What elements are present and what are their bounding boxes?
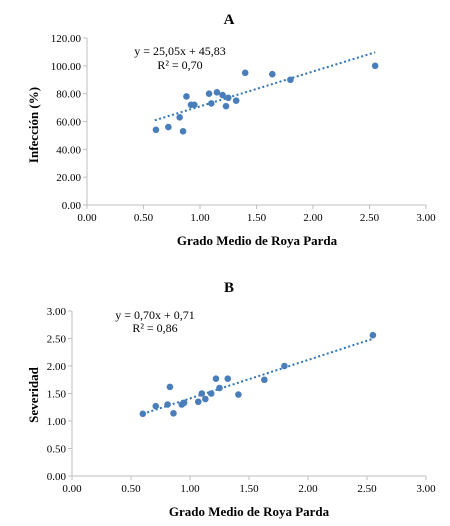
data-point-a	[176, 114, 183, 121]
y-tick-label-b: 1.50	[47, 389, 67, 401]
data-point-a	[213, 88, 221, 96]
data-point-b	[207, 390, 215, 397]
y-tick-label-a: 60.00	[56, 117, 81, 129]
x-tick-label-a: 2.50	[360, 212, 380, 224]
data-point-a	[205, 90, 213, 97]
y-tick-label-b: 3.00	[47, 306, 67, 318]
r-squared-a: R² = 0,70	[157, 58, 202, 72]
y-tick-label-a: 80.00	[56, 89, 81, 101]
x-tick-label-b: 0.50	[121, 483, 141, 495]
data-point-a	[287, 76, 294, 84]
data-point-a	[191, 101, 198, 109]
y-tick-label-b: 0.50	[47, 444, 67, 456]
chart-panel-a: A y = 25,05x + 45,83 R² = 0,70 Grado Med…	[26, 12, 436, 248]
x-tick-label-a: 1.00	[190, 212, 210, 224]
x-tick-label-b: 3.00	[416, 483, 436, 495]
data-point-a	[165, 123, 172, 131]
data-point-a	[183, 93, 190, 100]
y-tick-label-a: 100.00	[51, 61, 82, 73]
data-point-b	[152, 402, 160, 410]
data-point-a	[179, 127, 187, 135]
data-point-a	[241, 69, 249, 77]
data-point-b	[369, 331, 377, 339]
x-axis-title-a: Grado Medio de Roya Parda	[177, 233, 338, 248]
regression-equation-a: y = 25,05x + 45,83	[134, 44, 226, 58]
data-point-b	[164, 401, 171, 408]
data-point-b	[235, 391, 242, 398]
data-point-a	[269, 70, 276, 78]
y-axis-title-a: Infección (%)	[26, 87, 41, 163]
x-tick-label-a: 0.00	[77, 212, 97, 224]
data-point-b	[216, 384, 223, 392]
data-point-b	[281, 362, 288, 370]
data-point-b	[170, 410, 177, 417]
data-point-b	[212, 375, 220, 382]
x-tick-label-b: 2.50	[357, 483, 377, 495]
data-point-a	[224, 94, 232, 102]
data-point-b	[224, 375, 232, 382]
trendline-b	[142, 337, 374, 415]
data-point-a	[208, 100, 215, 107]
y-axis-title-b: Severidad	[26, 366, 41, 422]
regression-equation-b: y = 0,70x + 0,71	[115, 308, 195, 322]
y-tick-label-a: 0.00	[62, 200, 82, 212]
panel-label-b: B	[224, 280, 234, 296]
y-tick-label-b: 2.00	[47, 361, 67, 373]
data-point-a	[152, 126, 160, 134]
y-tick-label-b: 1.00	[47, 416, 67, 428]
x-tick-label-b: 1.50	[239, 483, 259, 495]
data-point-a	[219, 91, 226, 99]
data-point-b	[166, 383, 174, 391]
r-squared-b: R² = 0,86	[132, 321, 177, 335]
y-tick-label-b: 0.00	[47, 471, 67, 483]
data-point-b	[194, 398, 202, 406]
x-tick-label-a: 2.00	[303, 212, 323, 224]
y-tick-label-a: 40.00	[56, 144, 81, 156]
data-point-b	[180, 399, 188, 407]
data-point-b	[202, 395, 209, 403]
x-tick-label-b: 0.00	[62, 483, 82, 495]
y-tick-label-a: 120.00	[51, 33, 82, 45]
y-tick-label-b: 2.50	[47, 334, 67, 346]
x-tick-label-a: 3.00	[416, 212, 436, 224]
x-tick-label-a: 1.50	[247, 212, 267, 224]
data-point-a	[371, 62, 379, 70]
x-tick-label-b: 2.00	[298, 483, 318, 495]
chart-panel-b: B y = 0,70x + 0,71 R² = 0,86 Grado Medio…	[26, 280, 436, 519]
data-point-b	[139, 410, 147, 418]
panel-label-a: A	[224, 12, 235, 28]
y-tick-label-a: 20.00	[56, 172, 81, 184]
x-tick-label-b: 1.00	[180, 483, 200, 495]
x-axis-title-b: Grado Medio de Roya Parda	[169, 504, 330, 519]
x-tick-label-a: 0.50	[134, 212, 154, 224]
data-point-a	[232, 97, 240, 104]
data-point-a	[222, 102, 230, 110]
data-point-b	[198, 390, 206, 397]
data-point-b	[261, 376, 268, 384]
